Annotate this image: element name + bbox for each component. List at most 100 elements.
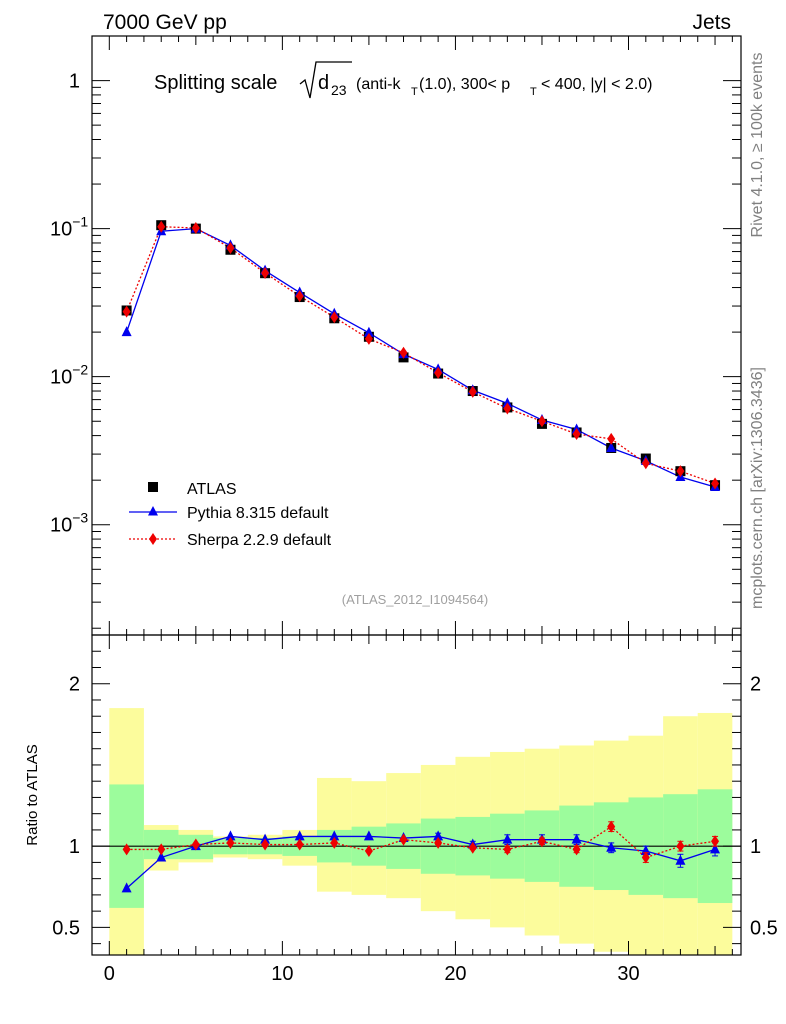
main-point-2-17 — [711, 477, 720, 490]
main-point-2-15 — [641, 457, 650, 470]
ratio-point-0-13 — [571, 833, 582, 844]
ratio-point-0-6 — [329, 830, 340, 841]
ratio-point-1-2 — [191, 838, 200, 851]
title-suffix: < 400, |y| < 2.0) — [541, 76, 653, 93]
x-tick-label: 30 — [617, 963, 639, 985]
ratio-point-0-1 — [156, 851, 167, 862]
ratio-plot — [121, 820, 721, 893]
main-point-1-7 — [363, 326, 374, 337]
ratio-bands — [92, 708, 741, 955]
main-point-1-11 — [502, 397, 513, 408]
title-sub23: 23 — [331, 82, 347, 98]
ratio-y-tick-label-left: 0.5 — [52, 917, 80, 939]
title-sub-t2: T — [530, 86, 537, 98]
ratio-point-1-1 — [157, 843, 166, 856]
main-y-tick-label: 10−3 — [50, 510, 88, 537]
main-y-tick-label: 10−1 — [50, 214, 88, 241]
ratio-point-1-16 — [676, 840, 685, 853]
main-point-2-12 — [537, 415, 546, 428]
title-part1: (anti-k — [356, 76, 401, 93]
ratio-line-0 — [126, 835, 716, 889]
x-tick-label: 0 — [104, 963, 115, 985]
main-y-tick-label: 1 — [69, 71, 80, 93]
svg-text:d: d — [318, 72, 329, 94]
main-line-1 — [125, 227, 716, 488]
main-point-2-3 — [226, 241, 235, 254]
main-point-2-16 — [676, 465, 685, 478]
main-point-2-5 — [295, 290, 304, 303]
ratio-point-1-8 — [399, 833, 408, 846]
ratio-point-0-0 — [121, 882, 132, 893]
svg-text:T: T — [411, 86, 418, 98]
ratio-point-1-7 — [364, 845, 373, 858]
legend-sherpa-marker — [149, 533, 157, 545]
main-point-2-9 — [434, 366, 443, 379]
main-point-2-11 — [503, 402, 512, 415]
ratio-point-1-3 — [226, 836, 235, 849]
main-point-2-1 — [157, 220, 166, 233]
ratio-y-tick-label-right: 0.5 — [750, 917, 778, 939]
svg-text:(anti-k: (anti-k — [356, 76, 401, 93]
svg-text:< 400, |y| < 2.0): < 400, |y| < 2.0) — [541, 76, 653, 93]
ratio-point-1-14 — [607, 820, 616, 833]
ratio-point-1-11 — [503, 843, 512, 856]
main-point-2-10 — [468, 385, 477, 398]
ratio-point-1-12 — [537, 835, 546, 848]
main-point-2-13 — [572, 428, 581, 441]
svg-text:(1.0), 300< p: (1.0), 300< p — [419, 76, 510, 93]
ratio-y-tick-label-left: 2 — [69, 674, 80, 696]
ratio-point-0-11 — [502, 833, 513, 844]
main-y-tick-label: 10−2 — [50, 362, 88, 389]
svg-text:Splitting scale: Splitting scale — [154, 72, 277, 94]
ratio-point-1-13 — [572, 843, 581, 856]
legend-atlas-marker — [148, 482, 158, 492]
ratio-point-0-16 — [675, 854, 686, 865]
title-part2: (1.0), 300< p — [419, 76, 510, 93]
ratio-point-1-15 — [641, 851, 650, 864]
title-sub-t1: T — [411, 86, 418, 98]
mcplots-label: mcplots.cern.ch [arXiv:1306.3436] — [749, 367, 766, 609]
legend-pythia-label: Pythia 8.315 default — [187, 505, 329, 522]
ratio-point-1-5 — [295, 838, 304, 851]
legend-pythia-marker — [148, 506, 158, 516]
svg-text:T: T — [530, 86, 537, 98]
main-point-2-2 — [191, 221, 200, 234]
ratio-point-0-3 — [225, 830, 236, 841]
legend-atlas-label: ATLAS — [187, 481, 237, 498]
main-line-2 — [126, 226, 716, 485]
ratio-point-1-10 — [468, 841, 477, 854]
title-prefix: Splitting scale — [154, 72, 277, 94]
ratio-point-1-9 — [434, 836, 443, 849]
main-point-2-6 — [330, 311, 339, 324]
main-title: Splitting scale d 23 (anti-k T (1.0), 30… — [154, 61, 653, 99]
ratio-frame — [91, 634, 742, 956]
rivet-label: Rivet 4.1.0, ≥ 100k events — [749, 53, 766, 238]
main-point-1-0 — [121, 326, 132, 337]
ratio-line-1 — [126, 825, 716, 859]
ratio-point-1-6 — [330, 836, 339, 849]
ratio-y-tick-label-right: 2 — [750, 674, 761, 696]
analysis-label: (ATLAS_2012_I1094564) — [342, 592, 488, 607]
x-tick-label: 20 — [444, 963, 466, 985]
svg-text:23: 23 — [331, 82, 347, 98]
ratio-y-tick-label-right: 1 — [750, 836, 761, 858]
legend-sherpa-label: Sherpa 2.2.9 default — [187, 532, 332, 549]
header-energy-label: 7000 GeV pp — [103, 11, 227, 34]
axes: 0 10 20 30 1 10−1 10−2 10−3 0.5 0.5 1 1 2 2 — [50, 35, 778, 985]
ratio-y-tick-label-left: 1 — [69, 836, 80, 858]
title-d: d — [318, 72, 329, 94]
main-point-2-14 — [607, 432, 616, 445]
ratio-point-0-5 — [294, 830, 305, 841]
ratio-ylabel: Ratio to ATLAS — [24, 744, 41, 845]
ratio-point-1-4 — [261, 838, 270, 851]
ratio-point-1-17 — [711, 835, 720, 848]
main-point-1-14 — [606, 441, 617, 452]
legend: ATLAS Pythia 8.315 default Sherpa 2.2.9 … — [129, 481, 332, 549]
main-point-2-8 — [399, 346, 408, 359]
ratio-point-0-7 — [363, 830, 374, 841]
ratio-point-0-14 — [606, 841, 617, 852]
main-point-2-0 — [122, 305, 131, 318]
x-tick-label: 10 — [271, 963, 293, 985]
main-point-2-4 — [261, 266, 270, 279]
